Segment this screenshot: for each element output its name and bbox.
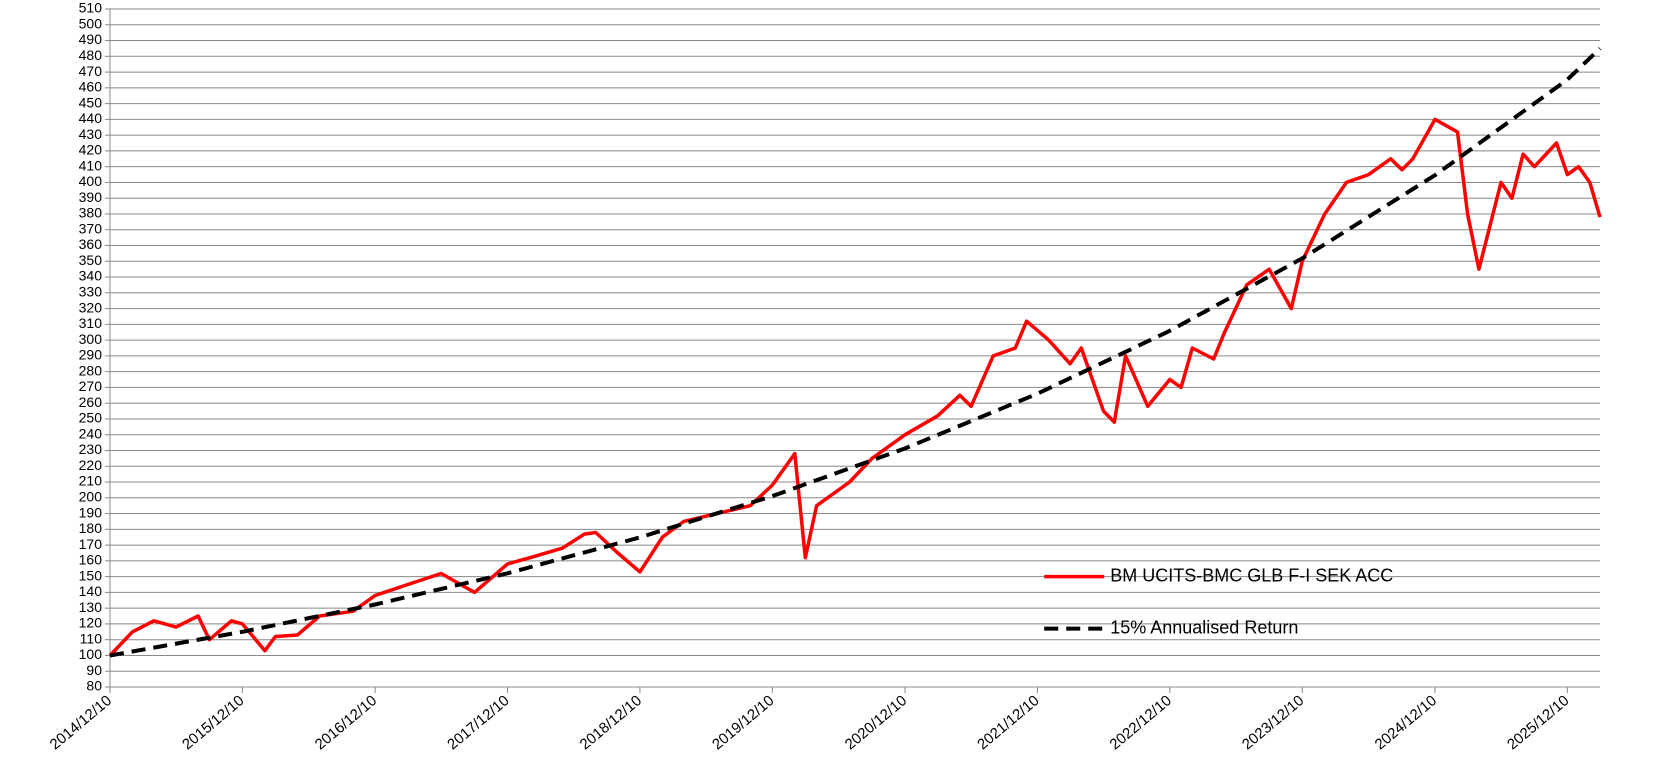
x-tick-label: 2023/12/10 <box>1239 692 1307 753</box>
y-tick-label: 390 <box>79 189 103 205</box>
y-tick-label: 220 <box>79 457 103 473</box>
y-tick-label: 260 <box>79 394 103 410</box>
y-tick-label: 280 <box>79 362 103 378</box>
y-tick-label: 450 <box>79 94 103 110</box>
x-tick-label: 2020/12/10 <box>842 692 910 753</box>
y-tick-label: 230 <box>79 441 103 457</box>
y-tick-label: 320 <box>79 299 103 315</box>
y-tick-label: 90 <box>86 662 102 678</box>
y-tick-label: 340 <box>79 268 103 284</box>
x-tick-label: 2021/12/10 <box>974 692 1042 753</box>
series-line <box>108 117 1602 657</box>
y-tick-label: 80 <box>86 678 102 694</box>
y-tick-label: 130 <box>79 599 103 615</box>
y-tick-label: 410 <box>79 157 103 173</box>
y-tick-label: 330 <box>79 284 103 300</box>
y-tick-label: 480 <box>79 47 103 63</box>
y-tick-label: 460 <box>79 79 103 95</box>
y-tick-label: 510 <box>79 0 103 16</box>
y-tick-label: 430 <box>79 126 103 142</box>
y-tick-label: 100 <box>79 646 103 662</box>
legend-label: 15% Annualised Return <box>1110 617 1298 637</box>
y-tick-label: 380 <box>79 205 103 221</box>
x-tick-label: 2017/12/10 <box>444 692 512 753</box>
x-tick-label: 2014/12/10 <box>47 692 115 753</box>
y-tick-label: 110 <box>80 630 103 646</box>
x-tick-label: 2015/12/10 <box>179 692 247 753</box>
x-tick-label: 2016/12/10 <box>312 692 380 753</box>
y-tick-label: 240 <box>79 425 103 441</box>
y-tick-label: 490 <box>79 31 103 47</box>
series-line <box>109 46 1602 658</box>
x-tick-label: 2019/12/10 <box>709 692 777 753</box>
y-tick-label: 160 <box>79 552 103 568</box>
y-tick-label: 400 <box>79 173 103 189</box>
y-tick-label: 190 <box>79 504 103 520</box>
y-tick-label: 300 <box>79 331 103 347</box>
y-tick-label: 120 <box>79 615 103 631</box>
y-tick-label: 290 <box>79 347 103 363</box>
y-tick-label: 170 <box>79 536 103 552</box>
y-tick-label: 180 <box>79 520 103 536</box>
x-tick-label: 2024/12/10 <box>1372 692 1440 753</box>
y-tick-label: 470 <box>79 63 103 79</box>
y-tick-label: 150 <box>79 567 103 583</box>
y-tick-label: 360 <box>79 236 103 252</box>
x-tick-label: 2022/12/10 <box>1107 692 1175 753</box>
y-tick-label: 200 <box>79 488 103 504</box>
y-tick-label: 210 <box>79 473 103 489</box>
y-tick-label: 370 <box>79 220 103 236</box>
y-tick-label: 140 <box>79 583 103 599</box>
y-tick-label: 440 <box>79 110 103 126</box>
y-tick-label: 310 <box>79 315 103 331</box>
y-tick-label: 420 <box>79 142 103 158</box>
x-tick-label: 2025/12/10 <box>1504 692 1572 753</box>
x-tick-label: 2018/12/10 <box>577 692 645 753</box>
y-tick-label: 250 <box>79 410 103 426</box>
y-tick-label: 350 <box>79 252 103 268</box>
legend-label: BM UCITS-BMC GLB F-I SEK ACC <box>1110 565 1393 585</box>
y-tick-label: 270 <box>79 378 103 394</box>
y-tick-label: 500 <box>79 15 103 31</box>
